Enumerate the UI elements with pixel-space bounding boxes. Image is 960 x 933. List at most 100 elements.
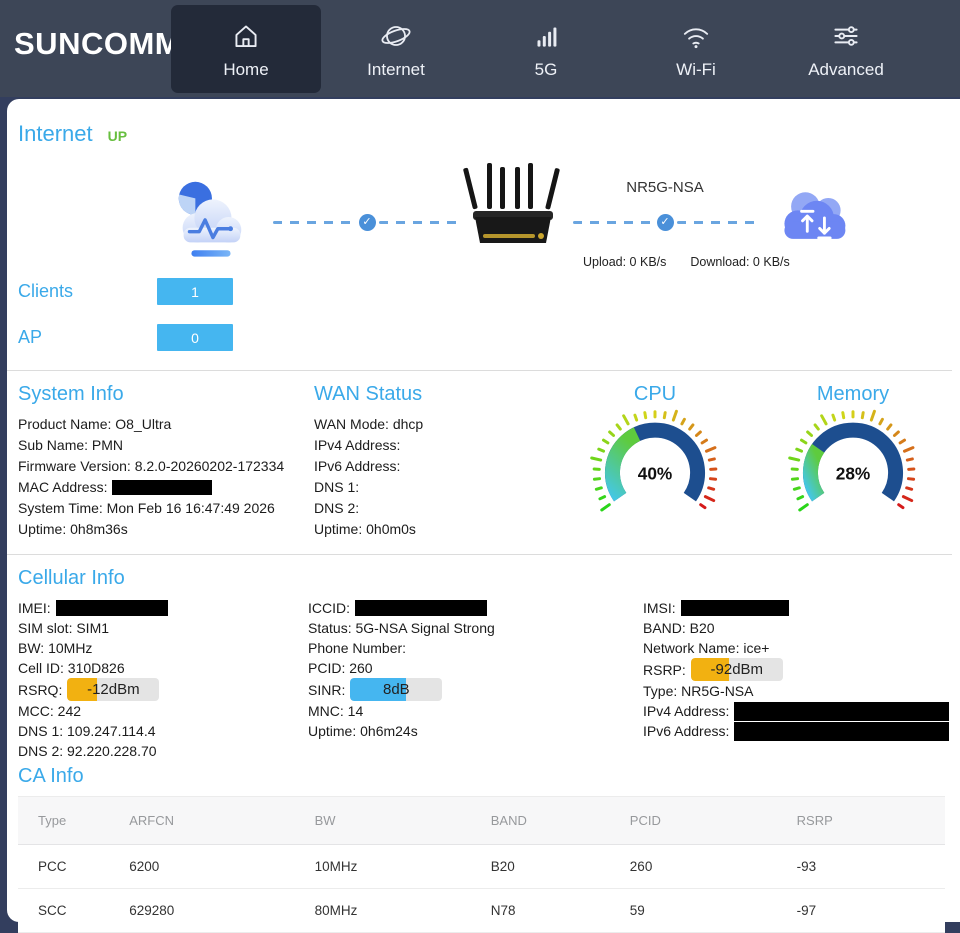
table-cell: SCC [18,889,129,933]
info-line: Phone Number: [308,638,643,658]
info-line: IPv6 Address: [314,456,569,477]
table-cell: 10MHz [315,845,491,889]
tab-label: Home [223,60,268,80]
connection-diagram: ✓ NR5G-NS [18,165,960,270]
cpu-gauge: CPU 40% [585,383,725,540]
ca-info-title: CA Info [18,765,945,788]
info-line: Network Name: ice+ [643,638,960,658]
ap-count-badge[interactable]: 0 [157,324,233,351]
internet-icon [379,19,413,53]
info-text: DNS 1: 109.247.114.4 [18,721,156,741]
info-label: IMEI: [18,598,51,618]
info-text: BW: 10MHz [18,638,92,658]
info-line: SIM slot: SIM1 [18,618,308,638]
info-text: Cell ID: 310D826 [18,658,125,678]
info-line: Firmware Version: 8.2.0-20260202-172334 [18,456,314,477]
tab-5g[interactable]: 5G [471,5,621,93]
tab-home[interactable]: Home [171,5,321,93]
info-line: SINR:8dB [308,678,643,701]
info-label: MAC Address: [18,477,107,498]
wan-link-connector: ✓ [273,214,461,231]
info-line: PCID: 260 [308,658,643,678]
tab-internet[interactable]: Internet [321,5,471,93]
info-text: IPv6 Address: [314,456,400,477]
cellular-info-title: Cellular Info [18,567,960,590]
info-line: WAN Mode: dhcp [314,414,569,435]
info-text: Product Name: O8_Ultra [18,414,171,435]
internet-status-badge: UP [108,128,127,144]
info-line: BW: 10MHz [18,638,308,658]
info-line: IMEI: [18,598,308,618]
info-text: BAND: B20 [643,618,715,638]
info-line: Sub Name: PMN [18,435,314,456]
tab-label: Wi-Fi [676,60,716,80]
info-line: DNS 2: 92.220.228.70 [18,741,308,761]
connection-type-label: NR5G-NSA [575,179,755,196]
info-text: System Time: Mon Feb 16 16:47:49 2026 [18,498,275,519]
signal-level-badge: -92dBm [691,658,783,681]
internet-cloud-icon [773,181,853,258]
table-cell: B20 [491,845,630,889]
svg-text:28%: 28% [836,464,871,484]
upload-speed: Upload: 0 KB/s [583,255,666,269]
table-header-arfcn: ARFCN [129,797,314,845]
wan-status-title: WAN Status [314,383,569,406]
tab-label: Internet [367,60,425,80]
info-line: Uptime: 0h6m24s [308,721,643,741]
redacted-value [734,702,949,721]
table-cell: 6200 [129,845,314,889]
wan-cloud-icon [166,173,254,266]
system-info-title: System Info [18,383,314,406]
table-header-band: BAND [491,797,630,845]
advanced-icon [829,19,863,53]
info-line: Type: NR5G-NSA [643,681,960,701]
info-line: IPv6 Address: [643,721,960,741]
info-label: SINR: [308,680,345,700]
info-text: Uptime: 0h6m24s [308,721,418,741]
gauge-dial: 28% [784,406,922,521]
info-text: Network Name: ice+ [643,638,769,658]
info-text: DNS 1: [314,477,359,498]
info-label: IMSI: [643,598,676,618]
info-text: Uptime: 0h0m0s [314,519,416,540]
gauge-title: CPU [585,383,725,406]
redacted-value [112,480,212,495]
tab-advanced[interactable]: Advanced [771,5,921,93]
tab-label: Advanced [808,60,884,80]
info-line: Status: 5G-NSA Signal Strong [308,618,643,638]
table-cell: N78 [491,889,630,933]
info-line: BAND: B20 [643,618,960,638]
info-line: IMSI: [643,598,960,618]
info-label: RSRP: [643,660,686,680]
info-label: RSRQ: [18,680,62,700]
tab-wi-fi[interactable]: Wi-Fi [621,5,771,93]
signal-value: -92dBm [691,658,783,681]
clients-count-badge[interactable]: 1 [157,278,233,305]
wifi-icon [679,19,713,53]
internet-section: Internet UP [7,99,960,351]
internet-section-title: Internet [18,121,93,147]
table-cell: PCC [18,845,129,889]
info-text: IPv4 Address: [314,435,400,456]
table-header-bw: BW [315,797,491,845]
table-cell: 80MHz [315,889,491,933]
signal-value: -12dBm [67,678,159,701]
info-line: System Time: Mon Feb 16 16:47:49 2026 [18,498,314,519]
nav-tabs: Home Internet 5G Wi-Fi Advanced [171,5,921,93]
ap-label: AP [18,327,157,348]
table-header-pcid: PCID [630,797,797,845]
info-line: DNS 1: 109.247.114.4 [18,721,308,741]
info-line: DNS 1: [314,477,569,498]
table-cell: -97 [797,889,945,933]
table-cell: 260 [630,845,797,889]
info-line: RSRP:-92dBm [643,658,960,681]
info-text: Sub Name: PMN [18,435,123,456]
